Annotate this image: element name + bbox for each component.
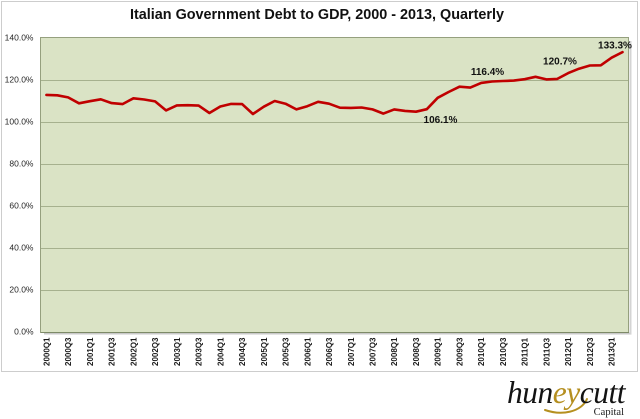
svg-text:120.0%: 120.0% — [5, 75, 34, 85]
svg-text:2005Q1: 2005Q1 — [260, 337, 269, 366]
svg-text:2003Q3: 2003Q3 — [195, 337, 204, 366]
svg-text:2013Q1: 2013Q1 — [608, 337, 617, 366]
svg-text:116.4%: 116.4% — [471, 67, 504, 78]
svg-text:106.1%: 106.1% — [424, 115, 458, 126]
svg-text:2000Q1: 2000Q1 — [42, 337, 51, 366]
svg-text:2008Q3: 2008Q3 — [412, 337, 421, 366]
svg-text:100.0%: 100.0% — [5, 117, 34, 127]
svg-text:2009Q1: 2009Q1 — [434, 337, 443, 366]
svg-text:20.0%: 20.0% — [9, 285, 34, 295]
svg-text:60.0%: 60.0% — [9, 201, 34, 211]
svg-text:133.3%: 133.3% — [598, 41, 632, 52]
svg-text:2008Q1: 2008Q1 — [390, 337, 399, 366]
svg-text:140.0%: 140.0% — [5, 33, 34, 43]
svg-text:2003Q1: 2003Q1 — [173, 337, 182, 366]
svg-text:2004Q3: 2004Q3 — [238, 337, 247, 366]
svg-text:0.0%: 0.0% — [14, 327, 34, 337]
svg-text:2006Q1: 2006Q1 — [303, 337, 312, 366]
svg-text:2002Q1: 2002Q1 — [129, 337, 138, 366]
svg-text:2001Q3: 2001Q3 — [108, 337, 117, 366]
svg-text:2010Q1: 2010Q1 — [477, 337, 486, 366]
svg-text:2011Q3: 2011Q3 — [542, 337, 551, 366]
svg-text:2010Q3: 2010Q3 — [499, 337, 508, 366]
svg-text:2012Q3: 2012Q3 — [586, 337, 595, 366]
svg-text:40.0%: 40.0% — [9, 243, 34, 253]
svg-text:80.0%: 80.0% — [9, 159, 34, 169]
svg-text:2009Q3: 2009Q3 — [456, 337, 465, 366]
svg-text:2001Q1: 2001Q1 — [86, 337, 95, 366]
svg-text:2005Q3: 2005Q3 — [282, 337, 291, 366]
svg-text:120.7%: 120.7% — [543, 57, 577, 68]
svg-text:2004Q1: 2004Q1 — [216, 337, 225, 366]
svg-text:2006Q3: 2006Q3 — [325, 337, 334, 366]
svg-text:2000Q3: 2000Q3 — [64, 337, 73, 366]
svg-text:2011Q1: 2011Q1 — [521, 337, 530, 366]
svg-text:2002Q3: 2002Q3 — [151, 337, 160, 366]
svg-text:2007Q1: 2007Q1 — [347, 337, 356, 366]
svg-text:2007Q3: 2007Q3 — [369, 337, 378, 366]
svg-text:2012Q1: 2012Q1 — [564, 337, 573, 366]
